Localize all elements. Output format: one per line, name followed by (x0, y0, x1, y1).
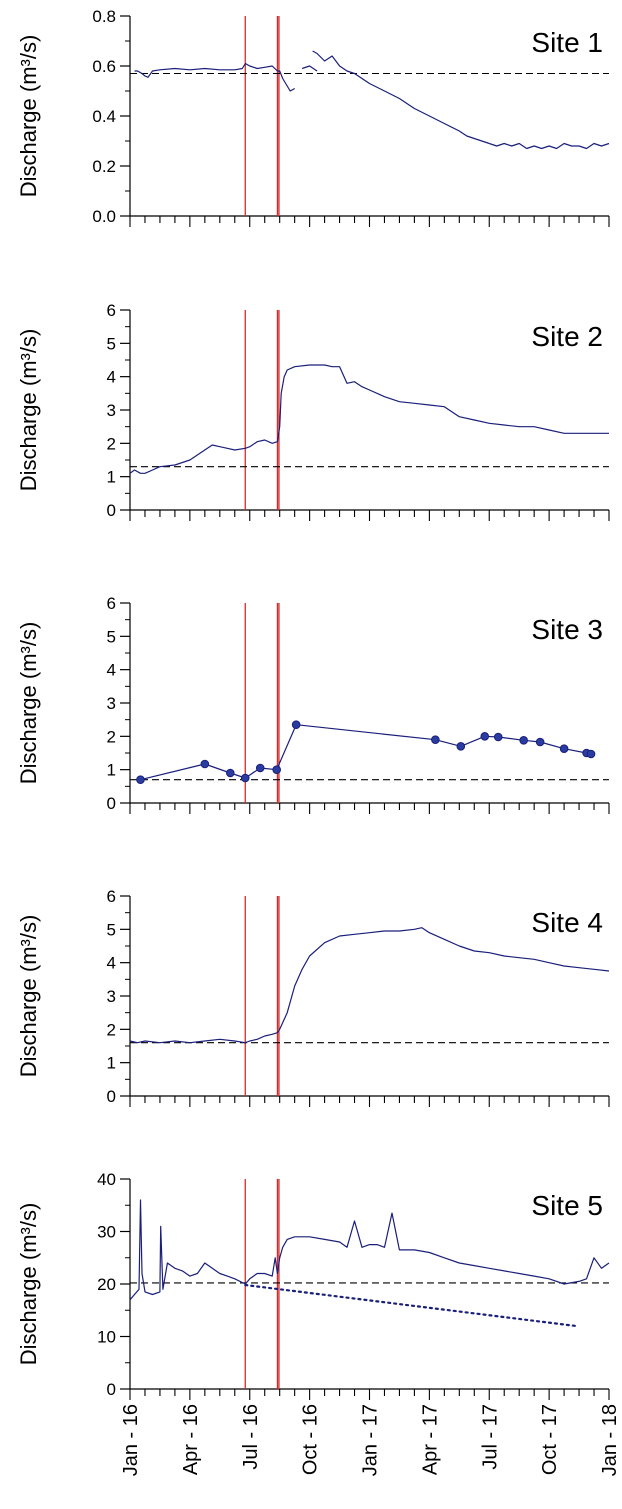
y-tick-label: 30 (97, 1223, 116, 1242)
sample-point (136, 775, 145, 784)
panel-site-1: 0.0 0.2 0.4 0.6 0.8 Discharge (m³/s) Site 1 (16, 7, 610, 227)
x-tick-label: Oct - 16 (300, 1404, 322, 1475)
series-line (312, 50, 490, 145)
site-title: Site 3 (531, 614, 603, 645)
y-tick-label: 4 (107, 661, 116, 680)
y-tick-label: 20 (97, 1275, 116, 1294)
y-tick-label: 0 (107, 1380, 116, 1399)
panel-site-5: 0 10 20 30 40 Discharge (m³/s) Site 5 (16, 1170, 610, 1400)
y-tick-label: 0 (107, 1087, 116, 1106)
sample-point (480, 732, 490, 741)
y-tick-label: 6 (107, 301, 116, 320)
y-tick-label: 2 (107, 1020, 116, 1039)
sample-point (240, 773, 250, 783)
x-tick-label: Jul - 17 (479, 1404, 501, 1470)
y-tick-label: 3 (107, 401, 116, 420)
y-tick-label: 2 (107, 727, 116, 746)
sample-point (519, 736, 528, 745)
y-tick-label: 0.0 (92, 207, 116, 226)
y-axis-label: Discharge (m³/s) (16, 35, 41, 198)
site-title: Site 1 (531, 27, 603, 58)
y-tick-label: 0 (107, 501, 116, 520)
sample-point (456, 742, 466, 751)
series-line (129, 1199, 610, 1301)
series-line (140, 724, 592, 781)
sample-point (291, 720, 301, 729)
panel-site-3: 0 1 2 3 4 5 6 Discharge (m³/s) Site 3 (16, 594, 610, 814)
series-line (129, 364, 609, 474)
y-tick-label: 0 (107, 794, 116, 813)
y-tick-label: 3 (107, 987, 116, 1006)
x-tick-label: Oct - 17 (539, 1404, 561, 1475)
y-tick-label: 0.4 (92, 107, 116, 126)
y-tick-label: 4 (107, 954, 116, 973)
series-line (301, 65, 318, 72)
series-line (134, 62, 278, 78)
series-line (489, 142, 610, 150)
site-title: Site 2 (531, 321, 603, 352)
y-tick-label: 3 (107, 694, 116, 713)
y-axis-label: Discharge (m³/s) (16, 329, 41, 492)
y-tick-label: 40 (97, 1170, 116, 1189)
y-tick-label: 6 (107, 594, 116, 613)
site-title: Site 5 (531, 1190, 603, 1221)
x-tick-label: Apr - 16 (180, 1404, 202, 1475)
sample-point (535, 737, 545, 747)
sample-point (586, 749, 596, 759)
y-tick-label: 4 (107, 368, 116, 387)
site-title: Site 4 (531, 907, 603, 938)
x-tick-label: Jan - 17 (360, 1404, 382, 1476)
sample-point (272, 765, 281, 774)
x-tick-label: Apr - 17 (419, 1404, 441, 1475)
sample-point (559, 744, 569, 753)
y-tick-label: 6 (107, 887, 116, 906)
sample-point (255, 763, 265, 773)
y-tick-label: 2 (107, 434, 116, 453)
y-tick-label: 5 (107, 334, 116, 353)
series-line (277, 70, 295, 92)
y-axis-label: Discharge (m³/s) (16, 1203, 41, 1366)
y-tick-label: 5 (107, 627, 116, 646)
y-tick-label: 1 (107, 761, 116, 780)
sample-point (431, 735, 440, 744)
series-line (129, 927, 610, 1044)
x-tick-label: Jan - 18 (599, 1404, 621, 1476)
sample-point (225, 768, 235, 778)
y-tick-label: 0.2 (92, 157, 116, 176)
sample-point (200, 759, 210, 769)
y-axis-label: Discharge (m³/s) (16, 622, 41, 785)
sample-point (493, 732, 503, 742)
x-tick-label: Jul - 16 (240, 1404, 262, 1470)
panel-site-2: 0 1 2 3 4 5 6 Discharge (m³/s) Site 2 (16, 301, 610, 521)
series-line (244, 1283, 578, 1328)
y-axis-label: Discharge (m³/s) (16, 915, 41, 1078)
y-tick-label: 10 (97, 1328, 116, 1347)
y-tick-label: 1 (107, 1054, 116, 1073)
y-tick-label: 1 (107, 468, 116, 487)
y-tick-label: 0.8 (92, 7, 116, 26)
x-tick-label: Jan - 16 (120, 1404, 142, 1476)
y-tick-label: 0.6 (92, 57, 116, 76)
y-tick-label: 5 (107, 920, 116, 939)
panel-site-4: 0 1 2 3 4 5 6 Discharge (m³/s) Site 4 (16, 887, 610, 1107)
